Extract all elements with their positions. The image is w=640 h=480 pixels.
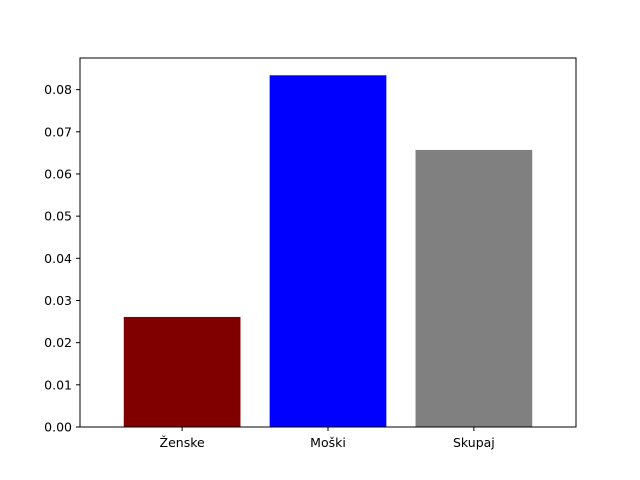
y-tick-label: 0.00 xyxy=(44,420,72,435)
y-tick-label: 0.08 xyxy=(44,82,72,97)
x-tick-label: Ženske xyxy=(160,435,205,450)
y-tick-label: 0.04 xyxy=(44,251,72,266)
plot-frame xyxy=(79,57,577,428)
y-axis: 0.00 0.01 0.02 0.03 0.04 0.05 0.06 0.07 0.08 xyxy=(44,82,80,435)
y-tick-label: 0.05 xyxy=(44,209,72,224)
y-tick-label: 0.02 xyxy=(44,335,72,350)
x-tick-label: Moški xyxy=(310,435,346,450)
bar-1 xyxy=(123,316,241,427)
y-tick-label: 0.07 xyxy=(44,124,72,139)
bars-group xyxy=(123,75,533,427)
y-tick-label: 0.01 xyxy=(44,377,72,392)
y-tick-label: 0.06 xyxy=(44,166,72,181)
bar-2 xyxy=(269,75,387,427)
bar-3 xyxy=(415,149,533,427)
x-tick-label: Skupaj xyxy=(453,435,495,450)
y-tick-label: 0.03 xyxy=(44,293,72,308)
x-axis: Ženske Moški Skupaj xyxy=(160,427,495,450)
